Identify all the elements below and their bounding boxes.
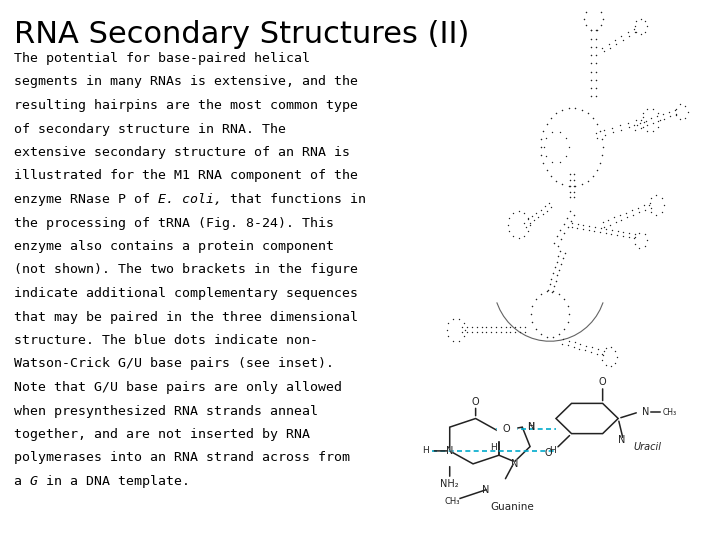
Text: structure. The blue dots indicate non-: structure. The blue dots indicate non- <box>14 334 318 347</box>
Text: when presynthesized RNA strands anneal: when presynthesized RNA strands anneal <box>14 404 318 417</box>
Text: illustrated for the M1 RNA component of the: illustrated for the M1 RNA component of … <box>14 170 358 183</box>
Text: Watson-Crick G/U base pairs (see inset).: Watson-Crick G/U base pairs (see inset). <box>14 357 334 370</box>
Text: that may be paired in the three dimensional: that may be paired in the three dimensio… <box>14 310 358 323</box>
Text: N: N <box>642 407 649 417</box>
Text: of secondary structure in RNA. The: of secondary structure in RNA. The <box>14 123 286 136</box>
Text: CH₃: CH₃ <box>444 497 460 506</box>
Text: enzyme also contains a protein component: enzyme also contains a protein component <box>14 240 334 253</box>
Text: NH₂: NH₂ <box>441 480 459 489</box>
Text: N: N <box>446 446 454 456</box>
Text: O: O <box>503 424 510 434</box>
Text: indicate additional complementary sequences: indicate additional complementary sequen… <box>14 287 358 300</box>
Text: polymerases into an RNA strand across from: polymerases into an RNA strand across fr… <box>14 451 350 464</box>
Text: Uracil: Uracil <box>634 442 662 451</box>
Text: Guanine: Guanine <box>490 502 534 512</box>
Text: N: N <box>510 459 518 469</box>
Text: N: N <box>528 422 535 432</box>
Text: in a DNA template.: in a DNA template. <box>38 475 190 488</box>
Text: extensive secondary structure of an RNA is: extensive secondary structure of an RNA … <box>14 146 350 159</box>
Text: that functions in: that functions in <box>222 193 366 206</box>
Text: G: G <box>30 475 38 488</box>
Text: H: H <box>490 443 497 452</box>
Text: N: N <box>510 459 518 469</box>
Text: The potential for base-paired helical: The potential for base-paired helical <box>14 52 310 65</box>
Text: H: H <box>549 447 556 455</box>
Text: N: N <box>618 435 626 445</box>
Text: resulting hairpins are the most common type: resulting hairpins are the most common t… <box>14 99 358 112</box>
Text: CH₃: CH₃ <box>662 408 676 416</box>
Text: O: O <box>472 397 480 407</box>
Text: N: N <box>482 485 490 495</box>
Text: segments in many RNAs is extensive, and the: segments in many RNAs is extensive, and … <box>14 76 358 89</box>
Text: N: N <box>618 435 626 445</box>
Text: H: H <box>527 422 534 430</box>
Text: enzyme RNase P of: enzyme RNase P of <box>14 193 158 206</box>
Text: O: O <box>599 377 606 387</box>
Text: H: H <box>422 447 428 455</box>
Text: E. coli,: E. coli, <box>158 193 222 206</box>
Text: a: a <box>14 475 30 488</box>
Text: N: N <box>446 446 454 456</box>
Text: together, and are not inserted by RNA: together, and are not inserted by RNA <box>14 428 310 441</box>
Text: O: O <box>544 448 552 458</box>
Text: O: O <box>503 424 510 434</box>
Text: (not shown). The two brackets in the figure: (not shown). The two brackets in the fig… <box>14 264 358 276</box>
Text: the processing of tRNA (Fig. 8-24). This: the processing of tRNA (Fig. 8-24). This <box>14 217 334 230</box>
Text: RNA Secondary Structures (II): RNA Secondary Structures (II) <box>14 20 469 49</box>
Text: Note that G/U base pairs are only allowed: Note that G/U base pairs are only allowe… <box>14 381 342 394</box>
